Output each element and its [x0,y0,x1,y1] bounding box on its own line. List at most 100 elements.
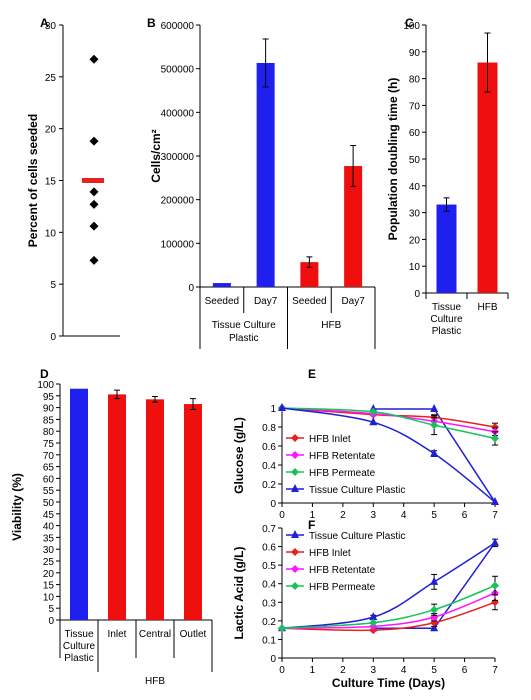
a-data-point [89,54,99,64]
f-legend-marker [291,565,299,573]
a-y-axis-title: Percent of cells seeded [26,114,40,247]
e-legend-marker [291,451,299,459]
d-category-label: Culture [63,641,96,652]
panel-label-f: F [308,518,315,532]
e-data-point [430,403,439,412]
e-x-tick-label: 2 [340,510,346,521]
c-y-tick-label: 40 [409,182,421,193]
c-bar [477,62,498,293]
e-legend-label: HFB Retentate [309,451,376,462]
f-legend-marker [291,530,299,538]
e-data-point [430,448,439,457]
c-bar [436,204,457,293]
b-y-tick-label: 600000 [161,21,195,32]
f-y-tick-label: 0.6 [262,543,276,554]
a-mean-bar [82,178,104,183]
f-data-point [491,537,499,546]
e-data-point [369,417,378,426]
e-data-point [491,497,499,506]
b-y-tick-label: 0 [188,283,194,294]
b-bar [256,62,275,287]
a-y-tick-label: 0 [50,332,56,343]
e-x-tick-label: 3 [371,510,377,521]
e-series-line [281,407,496,503]
e-data-point [430,421,439,430]
d-y-tick-label: 65 [43,463,55,474]
d-y-tick-label: 100 [37,380,54,391]
panel-label-e: E [308,367,316,381]
e-x-tick-label: 1 [310,510,316,521]
f-y-tick-label: 0 [270,654,276,665]
d-bar [108,394,126,620]
panel-label-c: C [405,16,414,30]
d-y-tick-label: 20 [43,569,55,580]
e-x-tick-label: 7 [492,510,498,521]
c-y-tick-label: 100 [403,21,420,32]
e-data-point [491,423,499,431]
panel-label-d: D [40,367,49,381]
e-legend-label: Tissue Culture Plastic [309,485,405,496]
panel-label-a: A [40,16,49,30]
c-y-tick-label: 30 [409,209,421,220]
e-x-tick-label: 6 [462,510,468,521]
e-y-tick-label: 0.2 [262,480,276,491]
d-y-tick-label: 10 [43,592,55,603]
d-bar [70,388,88,620]
f-legend-label: HFB Retentate [309,565,376,576]
d-bar [146,399,164,620]
b-group-label: Tissue Culture [212,320,277,331]
d-y-tick-label: 55 [43,486,55,497]
f-series-line [281,542,496,630]
d-y-tick-label: 90 [43,404,55,415]
d-y-tick-label: 75 [43,439,55,450]
b-y-axis-title: Cells/cm² [149,129,163,182]
f-data-point [278,624,286,633]
e-legend-marker [291,484,299,492]
a-y-tick-label: 10 [45,228,57,239]
a-data-point [89,187,99,197]
f-data-point [430,576,439,585]
e-legend-marker [291,434,299,442]
d-y-tick-label: 0 [48,616,54,627]
c-category-label: HFB [478,302,498,313]
b-category-label: Day7 [341,296,365,307]
b-y-tick-label: 400000 [161,108,195,119]
b-y-tick-label: 300000 [161,152,195,163]
d-y-tick-label: 25 [43,557,55,568]
c-category-label: Plastic [432,326,461,337]
d-y-tick-label: 30 [43,545,55,556]
d-bar [184,404,202,620]
f-y-tick-label: 0.1 [262,635,276,646]
f-x-tick-label: 3 [371,665,377,676]
d-y-axis-title: Viability (%) [10,473,24,541]
f-series-line [281,584,496,630]
d-category-label: Central [139,629,171,640]
c-y-tick-label: 60 [409,128,421,139]
a-y-tick-label: 25 [45,73,57,84]
e-y-tick-label: 0.6 [262,442,276,453]
b-category-label: Day7 [254,296,278,307]
d-y-tick-label: 95 [43,392,55,403]
a-data-point [89,255,99,265]
d-y-tick-label: 80 [43,427,55,438]
f-legend-label: Tissue Culture Plastic [309,531,405,542]
f-y-tick-label: 0.7 [262,524,276,535]
f-series-line [281,592,496,630]
e-y-axis-title: Glucose (g/L) [232,417,246,494]
f-y-tick-label: 0.3 [262,598,276,609]
d-category-label: Tissue [64,629,94,640]
e-x-tick-label: 5 [431,510,437,521]
d-category-label: Plastic [64,653,93,664]
e-data-point [491,434,499,443]
b-category-label: Seeded [205,296,239,307]
d-y-tick-label: 45 [43,510,55,521]
a-y-tick-label: 30 [45,21,57,32]
d-y-tick-label: 40 [43,522,55,533]
f-x-tick-label: 2 [340,665,346,676]
d-y-tick-label: 70 [43,451,55,462]
e-x-tick-label: 0 [279,510,285,521]
e-legend-label: HFB Permeate [309,468,376,479]
c-y-tick-label: 70 [409,101,421,112]
e-series-line [281,407,496,440]
b-group-label: Plastic [229,333,258,344]
